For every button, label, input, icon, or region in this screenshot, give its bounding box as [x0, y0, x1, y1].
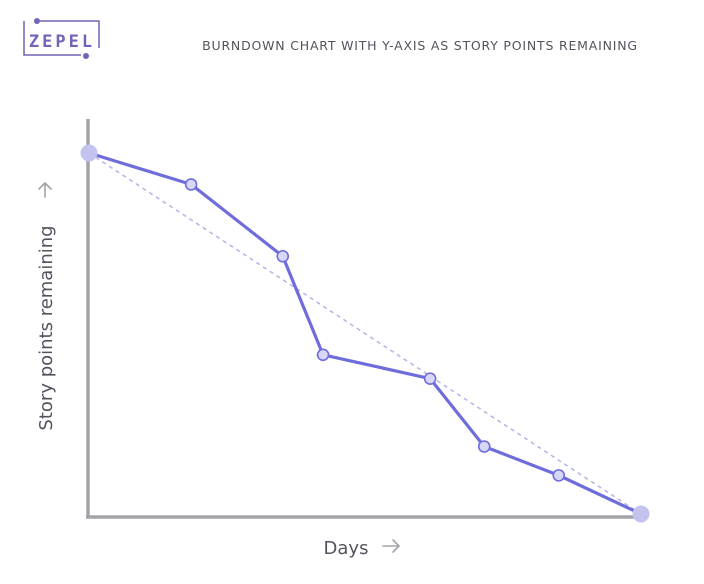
end-point — [632, 505, 650, 523]
ideal-line — [88, 152, 642, 515]
y-axis-arrow-icon — [38, 182, 52, 198]
start-point — [80, 144, 98, 162]
x-axis-arrow-icon — [382, 539, 400, 553]
logo-dot-bottom — [83, 53, 89, 59]
actual-line — [88, 151, 642, 516]
data-point — [276, 249, 290, 263]
logo-frame-left — [23, 21, 81, 56]
zepel-logo: ZEPEL — [23, 18, 100, 59]
logo-text: ZEPEL — [29, 32, 95, 52]
data-point — [552, 469, 566, 482]
data-point — [184, 178, 198, 191]
x-axis-label: Days — [324, 538, 369, 559]
data-point — [316, 348, 330, 362]
logo-dot-top — [34, 18, 40, 24]
plot-area — [80, 144, 650, 523]
data-point — [477, 440, 491, 453]
y-axis-label: Story points remaining — [36, 225, 57, 430]
chart-title: BURNDOWN CHART WITH Y-AXIS AS STORY POIN… — [202, 38, 638, 53]
data-point — [423, 372, 437, 385]
logo-frame-right — [40, 20, 100, 48]
